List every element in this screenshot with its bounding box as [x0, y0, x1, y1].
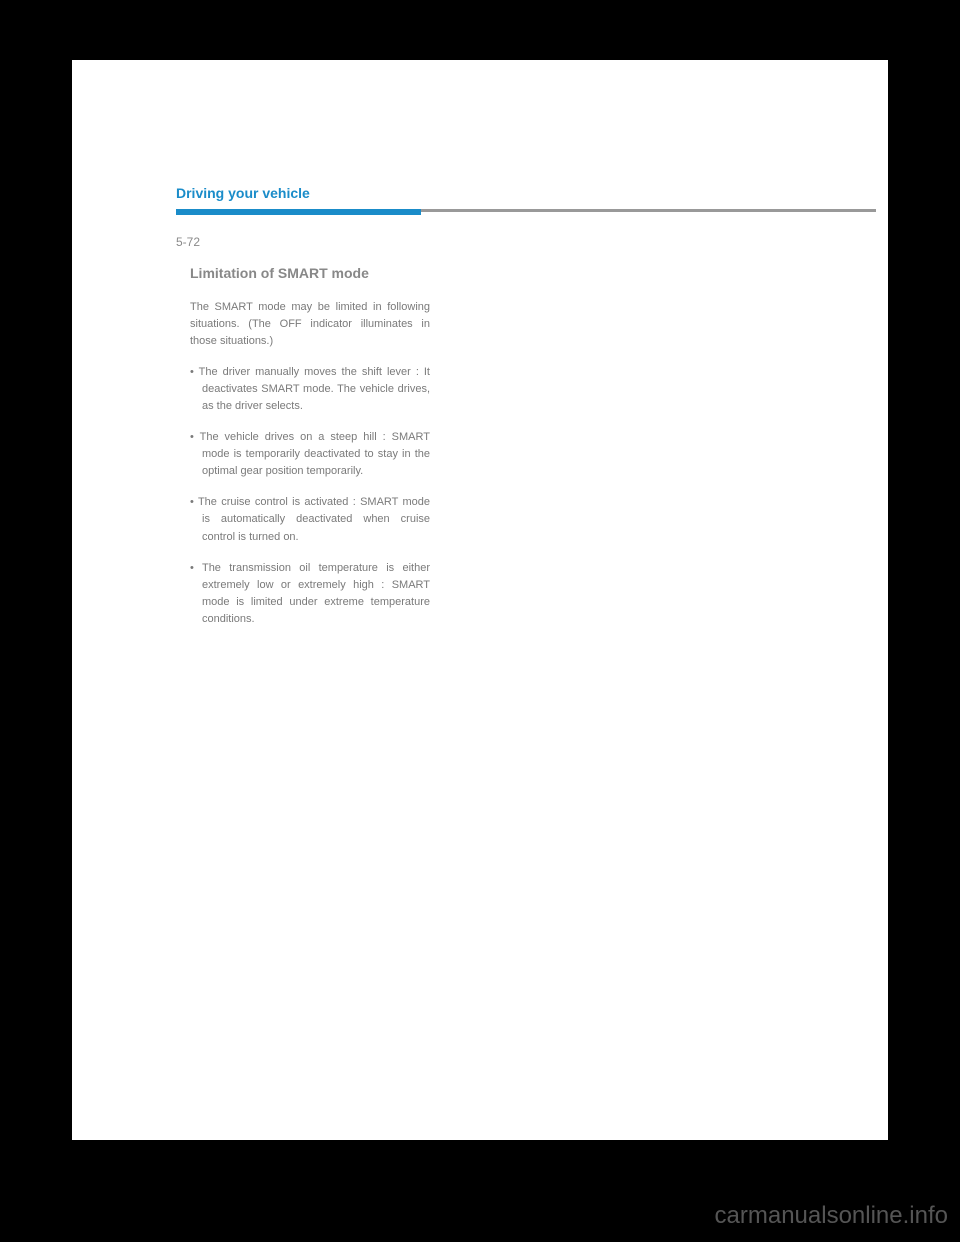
watermark-text: carmanualsonline.info — [715, 1202, 948, 1230]
bullet-item: The cruise control is activated : SMART … — [190, 494, 430, 545]
subsection-title: Limitation of SMART mode — [190, 265, 430, 281]
page-header: Driving your vehicle — [176, 185, 876, 215]
bullet-item: The transmission oil temperature is eith… — [190, 560, 430, 628]
header-bar-line — [421, 209, 876, 212]
page-number: 5-72 — [176, 235, 200, 249]
header-bar-accent — [176, 209, 421, 215]
bullet-item: The driver manually moves the shift leve… — [190, 364, 430, 415]
section-title: Driving your vehicle — [176, 185, 876, 201]
intro-paragraph: The SMART mode may be limited in followi… — [190, 299, 430, 350]
document-page: Driving your vehicle 5-72 Limitation of … — [72, 60, 888, 1140]
header-divider — [176, 209, 876, 215]
content-column: Limitation of SMART mode The SMART mode … — [190, 265, 430, 642]
bullet-item: The vehicle drives on a steep hill : SMA… — [190, 429, 430, 480]
